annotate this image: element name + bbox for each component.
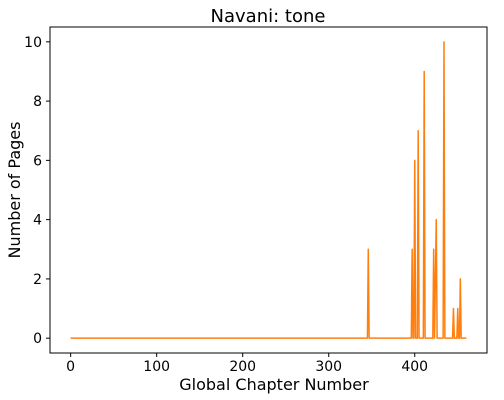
- y-tick-label: 8: [33, 94, 42, 110]
- x-tick-label: 100: [143, 359, 170, 375]
- plot-area: [70, 41, 467, 339]
- x-tick-label: 300: [315, 359, 342, 375]
- x-axis-title: Global Chapter Number: [179, 375, 369, 394]
- y-tick-label: 2: [33, 272, 42, 288]
- series-line-0: [70, 41, 467, 339]
- y-axis: 0 2 4 6 8 10: [24, 35, 50, 347]
- x-axis: 0 100 200 300 400: [66, 353, 428, 375]
- x-tick-label: 0: [66, 359, 75, 375]
- chart-title: Navani: tone: [211, 6, 326, 27]
- y-tick-label: 10: [24, 35, 42, 51]
- x-tick-label: 400: [401, 359, 428, 375]
- y-tick-label: 4: [33, 213, 42, 229]
- y-tick-label: 0: [33, 331, 42, 347]
- y-tick-label: 6: [33, 153, 42, 169]
- y-axis-title: Number of Pages: [5, 122, 24, 259]
- plot-frame: [49, 26, 488, 354]
- x-tick-label: 200: [229, 359, 256, 375]
